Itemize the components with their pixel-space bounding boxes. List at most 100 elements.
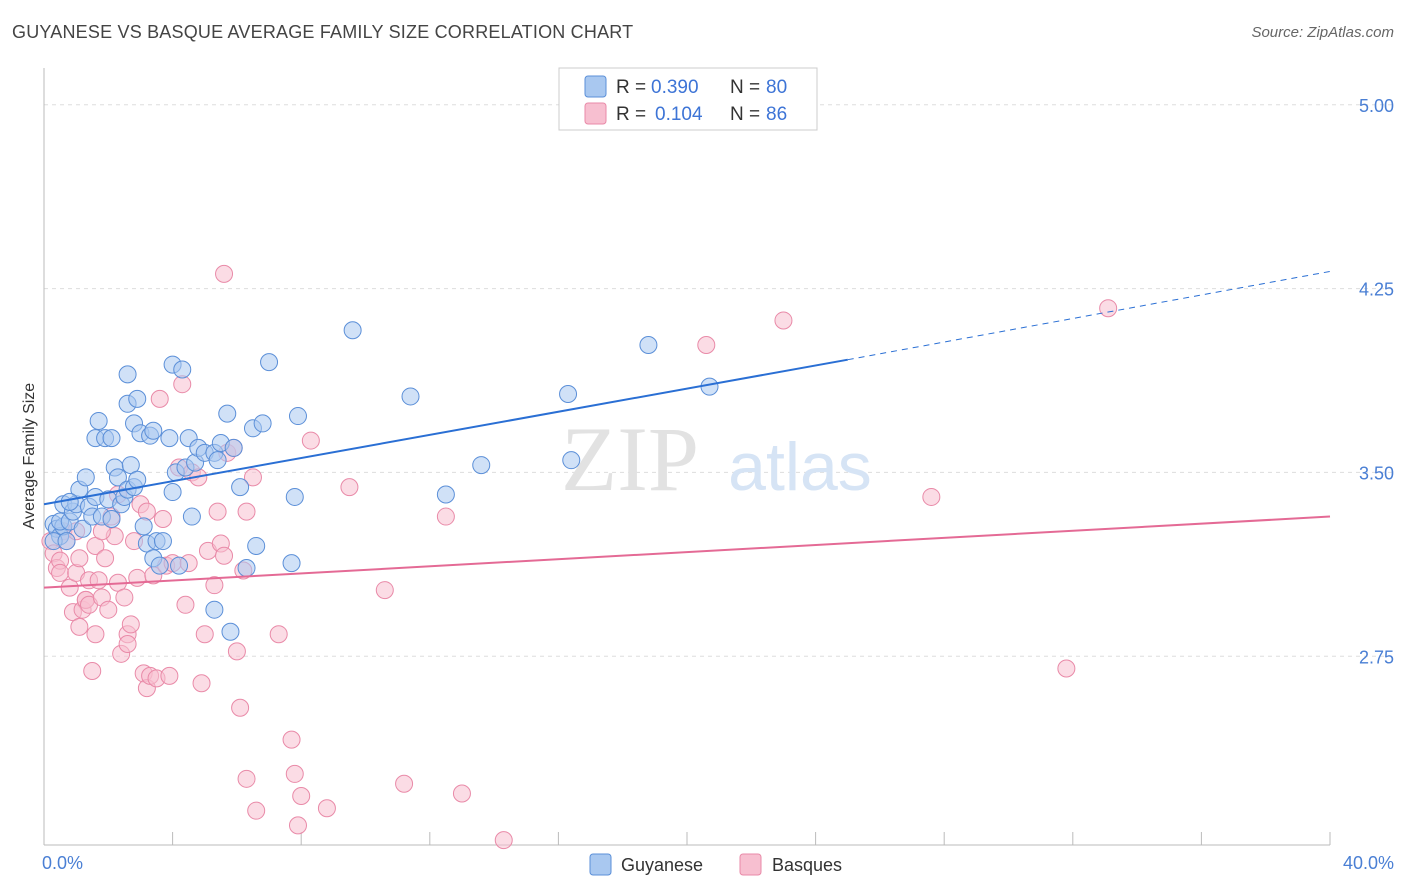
basques-point-83 bbox=[494, 831, 513, 850]
guyanese-point-36 bbox=[128, 389, 147, 408]
basques-point-87 bbox=[1057, 659, 1076, 678]
guyanese-point-69 bbox=[282, 554, 301, 573]
guyanese-trend-line-extension bbox=[847, 270, 1331, 361]
basques-point-64 bbox=[227, 642, 246, 661]
guyanese-point-46 bbox=[160, 429, 179, 448]
bottom-legend-label-guyanese: Guyanese bbox=[621, 855, 703, 875]
basques-point-23 bbox=[96, 549, 115, 568]
x-tick-label-max: 40.0% bbox=[1343, 853, 1394, 873]
legend-n-value-1: 80 bbox=[766, 77, 787, 98]
basques-trend-line bbox=[43, 515, 1331, 589]
basques-point-69 bbox=[243, 468, 262, 487]
guyanese-point-80 bbox=[205, 600, 224, 619]
y-axis-label: Average Family Size bbox=[21, 383, 38, 530]
guyanese-point-5 bbox=[57, 532, 76, 551]
y-tick-label-2: 3.50 bbox=[1359, 463, 1394, 483]
x-tick-marks bbox=[43, 832, 1331, 845]
y-tick-label-1: 4.25 bbox=[1359, 280, 1394, 300]
basques-point-79 bbox=[375, 581, 394, 600]
guyanese-point-13 bbox=[73, 519, 92, 538]
guyanese-point-14 bbox=[76, 468, 95, 487]
guyanese-point-66 bbox=[247, 536, 266, 555]
guyanese-point-44 bbox=[150, 556, 169, 575]
guyanese-point-79 bbox=[700, 377, 719, 396]
guyanese-point-42 bbox=[144, 421, 163, 440]
basques-point-18 bbox=[83, 661, 102, 680]
basques-point-71 bbox=[269, 625, 288, 644]
basques-point-58 bbox=[208, 502, 227, 521]
guyanese-point-67 bbox=[253, 414, 272, 433]
guyanese-point-73 bbox=[401, 387, 420, 406]
basques-point-21 bbox=[89, 571, 108, 590]
guyanese-point-62 bbox=[224, 438, 243, 457]
guyanese-point-77 bbox=[562, 451, 581, 470]
watermark-atlas: atlas bbox=[728, 429, 872, 505]
basques-point-61 bbox=[215, 264, 234, 283]
legend-n-value-2: 86 bbox=[766, 104, 787, 125]
guyanese-point-63 bbox=[231, 478, 250, 497]
basques-point-60 bbox=[215, 546, 234, 565]
legend-swatch-basques bbox=[584, 102, 607, 125]
legend-n-label-2: N = bbox=[730, 104, 760, 125]
basques-point-55 bbox=[195, 625, 214, 644]
basques-point-67 bbox=[237, 769, 256, 788]
basques-point-65 bbox=[231, 698, 250, 717]
trend-lines bbox=[43, 270, 1331, 589]
basques-point-46 bbox=[160, 666, 179, 685]
legend-r-value-2: 0.104 bbox=[655, 104, 703, 125]
guyanese-point-64 bbox=[237, 559, 256, 578]
bottom-legend-swatch-guyanese bbox=[589, 853, 612, 876]
guyanese-point-72 bbox=[343, 321, 362, 340]
basques-point-57 bbox=[205, 576, 224, 595]
guyanese-point-59 bbox=[208, 451, 227, 470]
basques-point-44 bbox=[153, 510, 172, 529]
series-guyanese-points bbox=[44, 321, 719, 641]
x-tick-label-min: 0.0% bbox=[42, 853, 83, 873]
guyanese-point-76 bbox=[559, 384, 578, 403]
guyanese-point-75 bbox=[472, 456, 491, 475]
basques-point-33 bbox=[121, 615, 140, 634]
legend-n-label-1: N = bbox=[730, 77, 760, 98]
guyanese-point-26 bbox=[108, 468, 127, 487]
basques-point-70 bbox=[247, 801, 266, 820]
basques-point-43 bbox=[150, 389, 169, 408]
guyanese-point-61 bbox=[218, 404, 237, 423]
basques-point-75 bbox=[292, 786, 311, 805]
basques-point-88 bbox=[1099, 299, 1118, 318]
legend-box: R = 0.390 N = 80 R = 0.104 N = 86 bbox=[558, 67, 818, 131]
guyanese-point-70 bbox=[285, 487, 304, 506]
basques-point-50 bbox=[176, 595, 195, 614]
guyanese-point-71 bbox=[288, 407, 307, 426]
series-basques-points bbox=[41, 264, 1118, 850]
legend-swatch-guyanese bbox=[584, 75, 607, 98]
source-label: Source: ZipAtlas.com bbox=[1251, 24, 1394, 41]
y-tick-labels: 5.00 4.25 3.50 2.75 bbox=[1359, 96, 1394, 667]
legend-r-value-1: 0.390 bbox=[651, 77, 699, 98]
guyanese-point-19 bbox=[89, 411, 108, 430]
guyanese-point-12 bbox=[60, 492, 79, 511]
basques-point-80 bbox=[395, 774, 414, 793]
basques-point-76 bbox=[301, 431, 320, 450]
basques-point-82 bbox=[452, 784, 471, 803]
basques-point-84 bbox=[697, 335, 716, 354]
basques-point-12 bbox=[70, 617, 89, 636]
basques-point-4 bbox=[51, 563, 70, 582]
basques-point-81 bbox=[436, 507, 455, 526]
legend-r-label-2: R = bbox=[616, 104, 646, 125]
basques-point-77 bbox=[317, 799, 336, 818]
bottom-legend-label-basques: Basques bbox=[772, 855, 842, 875]
basques-point-68 bbox=[237, 502, 256, 521]
guyanese-point-23 bbox=[102, 510, 121, 529]
y-tick-label-3: 2.75 bbox=[1359, 647, 1394, 667]
basques-point-74 bbox=[288, 816, 307, 835]
basques-point-72 bbox=[282, 730, 301, 749]
guyanese-point-31 bbox=[118, 365, 137, 384]
y-tick-label-0: 5.00 bbox=[1359, 96, 1394, 116]
basques-point-20 bbox=[86, 625, 105, 644]
basques-point-30 bbox=[115, 588, 134, 607]
watermark: ZIP atlas bbox=[561, 408, 872, 510]
guyanese-point-68 bbox=[260, 353, 279, 372]
basques-point-85 bbox=[774, 311, 793, 330]
guyanese-point-45 bbox=[153, 532, 172, 551]
